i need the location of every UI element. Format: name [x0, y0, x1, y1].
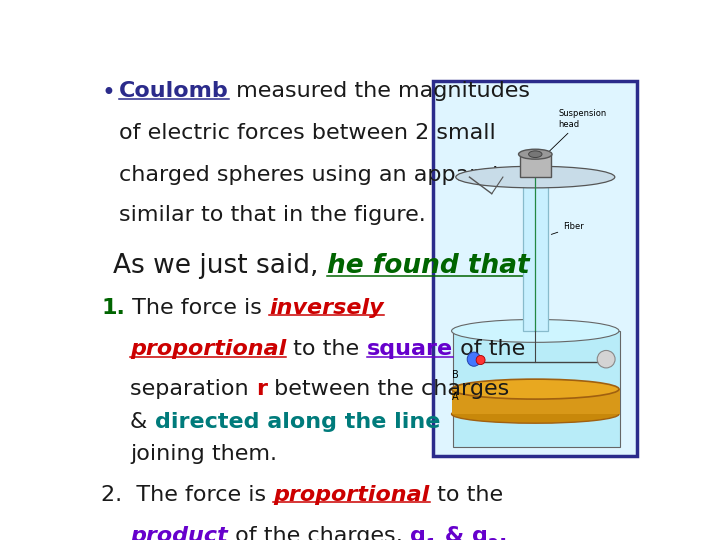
Ellipse shape — [456, 166, 615, 188]
Text: q: q — [472, 525, 487, 540]
Text: Coulomb: Coulomb — [119, 82, 229, 102]
Text: to the: to the — [430, 485, 503, 505]
Ellipse shape — [451, 320, 619, 342]
Text: r: r — [256, 379, 267, 399]
Text: 2: 2 — [487, 538, 498, 540]
Text: Fiber: Fiber — [552, 222, 584, 234]
Ellipse shape — [597, 350, 615, 368]
Text: product: product — [130, 525, 228, 540]
Text: between the charges: between the charges — [267, 379, 509, 399]
Bar — [520, 154, 551, 177]
Ellipse shape — [451, 379, 619, 399]
Text: he found that: he found that — [328, 253, 530, 279]
Text: .: . — [499, 525, 507, 540]
Text: to the: to the — [287, 339, 366, 359]
Ellipse shape — [467, 352, 481, 366]
Text: similar to that in the figure.: similar to that in the figure. — [119, 205, 426, 225]
Text: joining them.: joining them. — [130, 444, 277, 464]
Ellipse shape — [451, 405, 619, 423]
Ellipse shape — [476, 355, 485, 364]
Ellipse shape — [518, 149, 552, 159]
Text: 1.: 1. — [101, 298, 125, 318]
Text: of the charges,: of the charges, — [228, 525, 410, 540]
Text: &: & — [437, 525, 472, 540]
Text: 1: 1 — [426, 538, 436, 540]
Text: square: square — [366, 339, 453, 359]
Text: 2.  The force is: 2. The force is — [101, 485, 274, 505]
Text: inversely: inversely — [269, 298, 384, 318]
Polygon shape — [451, 389, 620, 414]
Text: &: & — [130, 413, 155, 433]
Text: Suspension
head: Suspension head — [544, 109, 607, 157]
Text: charged spheres using an apparatus: charged spheres using an apparatus — [119, 165, 526, 185]
Text: q: q — [410, 525, 426, 540]
Text: •: • — [101, 82, 115, 105]
Text: proportional: proportional — [130, 339, 287, 359]
Text: A: A — [451, 393, 458, 402]
Text: separation: separation — [130, 379, 256, 399]
Polygon shape — [453, 331, 620, 447]
Text: of the: of the — [453, 339, 525, 359]
Text: B: B — [451, 369, 459, 380]
Text: measured the magnitudes: measured the magnitudes — [229, 82, 530, 102]
Ellipse shape — [528, 151, 542, 158]
Text: proportional: proportional — [274, 485, 430, 505]
Text: directed along the line: directed along the line — [155, 413, 440, 433]
Bar — [523, 177, 548, 331]
Text: of electric forces between 2 small: of electric forces between 2 small — [119, 123, 496, 143]
Text: As we just said,: As we just said, — [114, 253, 328, 279]
FancyBboxPatch shape — [433, 82, 637, 456]
Text: The force is: The force is — [125, 298, 269, 318]
